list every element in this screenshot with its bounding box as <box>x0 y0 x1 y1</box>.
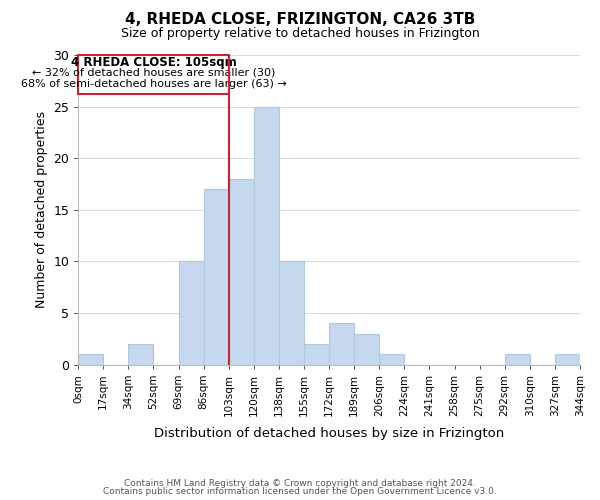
Text: Contains HM Land Registry data © Crown copyright and database right 2024.: Contains HM Land Registry data © Crown c… <box>124 478 476 488</box>
Bar <box>379 354 404 364</box>
Text: Size of property relative to detached houses in Frizington: Size of property relative to detached ho… <box>121 28 479 40</box>
Bar <box>329 324 354 364</box>
X-axis label: Distribution of detached houses by size in Frizington: Distribution of detached houses by size … <box>154 427 504 440</box>
Bar <box>279 262 304 364</box>
Bar <box>555 354 580 364</box>
Bar <box>78 55 229 94</box>
Bar <box>78 354 103 364</box>
Text: 68% of semi-detached houses are larger (63) →: 68% of semi-detached houses are larger (… <box>20 79 286 89</box>
Text: 4, RHEDA CLOSE, FRIZINGTON, CA26 3TB: 4, RHEDA CLOSE, FRIZINGTON, CA26 3TB <box>125 12 475 28</box>
Bar <box>229 179 254 364</box>
Bar <box>179 262 203 364</box>
Text: ← 32% of detached houses are smaller (30): ← 32% of detached houses are smaller (30… <box>32 68 275 78</box>
Bar <box>304 344 329 364</box>
Bar <box>254 106 279 364</box>
Text: Contains public sector information licensed under the Open Government Licence v3: Contains public sector information licen… <box>103 487 497 496</box>
Bar <box>128 344 154 364</box>
Bar <box>505 354 530 364</box>
Bar <box>203 189 229 364</box>
Y-axis label: Number of detached properties: Number of detached properties <box>35 112 47 308</box>
Text: 4 RHEDA CLOSE: 105sqm: 4 RHEDA CLOSE: 105sqm <box>71 56 236 68</box>
Bar <box>354 334 379 364</box>
